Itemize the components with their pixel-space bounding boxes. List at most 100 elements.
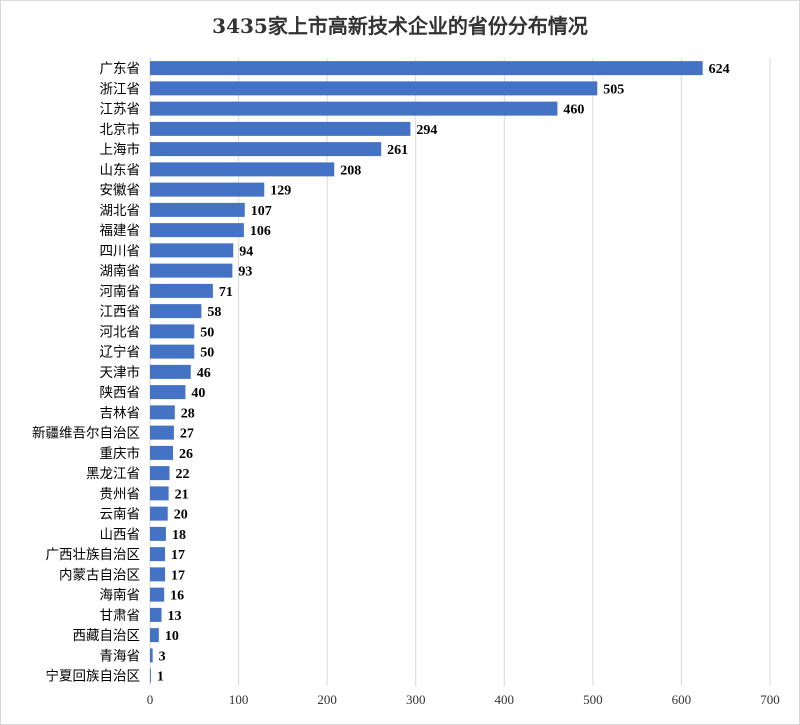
data-label: 27: [180, 427, 194, 442]
category-label: 贵州省: [100, 486, 141, 502]
category-label: 青海省: [100, 648, 141, 664]
bar: [150, 587, 165, 602]
data-label: 46: [197, 366, 211, 381]
bar: [150, 324, 195, 339]
data-label: 261: [387, 143, 408, 158]
data-label: 460: [563, 103, 584, 118]
category-label: 山西省: [100, 527, 141, 543]
data-label: 71: [219, 285, 233, 300]
bar: [150, 607, 162, 622]
category-label: 四川省: [100, 243, 141, 259]
bar: [150, 162, 335, 177]
category-label: 江苏省: [100, 102, 141, 118]
category-label: 新疆维吾尔自治区: [32, 426, 140, 442]
data-label: 13: [168, 609, 182, 624]
category-label: 安徽省: [100, 183, 141, 199]
bar: [150, 202, 245, 217]
category-label: 河北省: [100, 324, 141, 340]
data-label: 22: [175, 467, 189, 482]
data-label: 107: [251, 204, 272, 219]
data-label: 40: [191, 386, 205, 401]
bar: [150, 61, 703, 76]
bar: [150, 121, 411, 136]
category-labels: 广东省浙江省江苏省北京市上海市山东省安徽省湖北省福建省四川省湖南省河南省江西省河…: [32, 61, 140, 685]
category-label: 天津市: [100, 364, 141, 381]
bar: [150, 263, 233, 278]
x-tick-label: 600: [672, 692, 692, 707]
category-label: 吉林省: [100, 405, 141, 421]
category-label: 上海市: [100, 141, 141, 158]
data-label: 106: [250, 224, 271, 239]
data-label: 58: [207, 305, 221, 320]
bar: [150, 648, 153, 663]
chart-title: 3435家上市高新技术企业的省份分布情况: [212, 14, 588, 38]
data-label: 50: [200, 346, 214, 361]
data-label: 129: [270, 184, 291, 199]
x-tick-label: 100: [229, 692, 249, 707]
bar: [150, 466, 170, 481]
data-label: 10: [165, 629, 179, 644]
bar: [150, 547, 166, 562]
bar: [150, 668, 151, 683]
data-label: 20: [174, 508, 188, 523]
data-label: 1: [157, 670, 164, 685]
x-tick-label: 500: [583, 692, 603, 707]
category-label: 山东省: [100, 162, 141, 178]
bar: [150, 283, 213, 298]
bar: [150, 486, 169, 501]
data-label: 17: [171, 548, 185, 563]
bar: [150, 304, 202, 319]
category-label: 北京市: [100, 121, 141, 138]
category-label: 云南省: [100, 507, 141, 523]
category-label: 福建省: [100, 223, 141, 239]
category-label: 海南省: [100, 588, 141, 604]
category-label: 广西壮族自治区: [46, 547, 141, 563]
category-label: 广东省: [100, 61, 141, 77]
category-label: 宁夏回族自治区: [46, 668, 141, 685]
data-label: 624: [709, 62, 730, 77]
data-label: 93: [238, 265, 252, 280]
bar: [150, 81, 598, 96]
x-tick-label: 0: [147, 692, 154, 707]
data-label: 28: [181, 406, 195, 421]
category-label: 陕西省: [100, 385, 141, 401]
category-label: 湖南省: [100, 264, 141, 280]
bar: [150, 425, 174, 440]
data-label: 16: [170, 589, 184, 604]
bar: [150, 405, 175, 420]
category-label: 重庆市: [100, 445, 141, 462]
category-label: 黑龙江省: [86, 466, 140, 482]
data-label: 505: [603, 82, 624, 97]
bars: [150, 61, 703, 683]
bar: [150, 567, 166, 582]
category-label: 甘肃省: [100, 608, 141, 624]
bar: [150, 628, 159, 643]
data-label: 17: [171, 568, 185, 583]
bar: [150, 142, 382, 157]
x-tick-label: 200: [317, 692, 337, 707]
x-tick-label: 700: [760, 692, 780, 707]
data-label: 208: [340, 163, 361, 178]
data-labels: 6245054602942612081291071069493715850504…: [157, 62, 730, 685]
bar: [150, 364, 191, 379]
data-label: 26: [179, 447, 193, 462]
bar: [150, 182, 265, 197]
bar: [150, 385, 186, 400]
bar: [150, 243, 234, 258]
data-label: 94: [239, 244, 253, 259]
category-label: 西藏自治区: [73, 628, 141, 644]
x-tick-label: 300: [406, 692, 426, 707]
data-label: 294: [416, 123, 437, 138]
data-label: 21: [175, 487, 189, 502]
bar: [150, 506, 168, 521]
data-label: 50: [200, 325, 214, 340]
bar: [150, 344, 195, 359]
data-label: 18: [172, 528, 186, 543]
category-label: 辽宁省: [100, 344, 141, 361]
bar: [150, 223, 244, 238]
category-label: 河南省: [100, 284, 141, 300]
x-tick-label: 400: [495, 692, 515, 707]
category-label: 内蒙古自治区: [59, 567, 140, 583]
data-label: 3: [159, 649, 166, 664]
